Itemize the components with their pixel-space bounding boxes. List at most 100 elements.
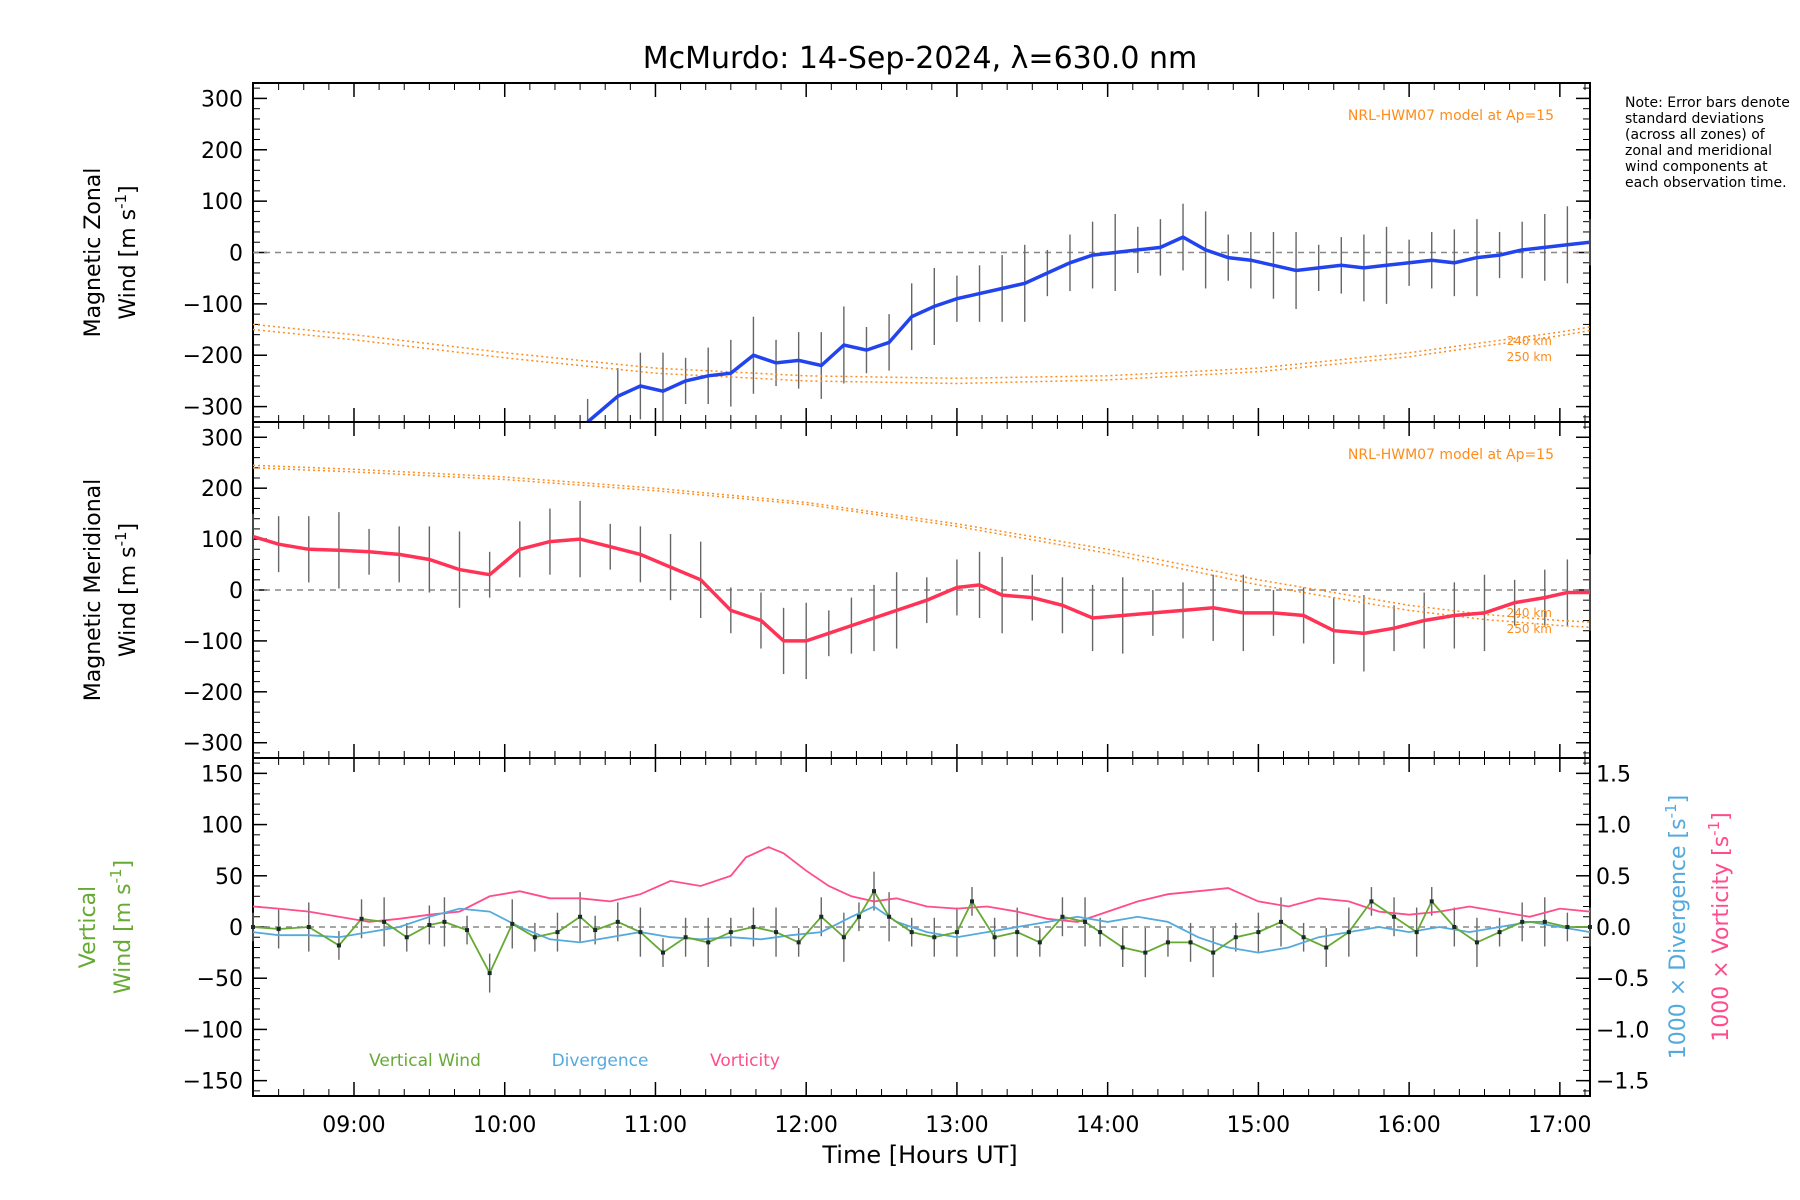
vertical-wind-point-19 [683, 935, 688, 940]
vertical-wind-point-34 [992, 935, 997, 940]
zonal-model-alt-1: 250 km [1507, 350, 1552, 364]
vertical-wind-point-26 [841, 935, 846, 940]
vertical-wind-point-9 [465, 928, 470, 933]
zonal-ytick-label-3: 0 [229, 242, 243, 267]
meridional-model-label: NRL-HWM07 model at Ap=15 [1348, 447, 1554, 463]
right-label-vorticity: 1000 × Vorticity [s-1] [1705, 812, 1734, 1041]
meridional-ytick-label-2: 100 [201, 528, 243, 553]
vertical-wind-point-44 [1211, 950, 1216, 955]
right-label-divergence: 1000 × Divergence [s-1] [1662, 795, 1691, 1059]
vertical-wind-point-37 [1060, 914, 1065, 919]
vertical-wind-point-48 [1301, 935, 1306, 940]
x-tick-label-7: 16:00 [1377, 1113, 1440, 1138]
vertical-wind-point-4 [359, 916, 364, 921]
vertical-wind-point-55 [1452, 925, 1457, 929]
vertical-wind-point-43 [1188, 940, 1193, 945]
vertical-wind-point-56 [1474, 940, 1479, 945]
vertical-wind-point-28 [872, 889, 877, 894]
vertical-wind-point-30 [909, 930, 914, 935]
zonal-model-label: NRL-HWM07 model at Ap=15 [1348, 108, 1554, 124]
x-axis-title: Time [Hours UT] [821, 1141, 1017, 1169]
vertical-wind-point-18 [660, 950, 665, 955]
right-ytick-label-4: −0.5 [1596, 967, 1649, 992]
vertical-wind-point-31 [932, 935, 937, 940]
vertical-ytick-label-1: 100 [201, 814, 243, 839]
vertical-wind-point-20 [706, 940, 711, 945]
vertical-wind-point-8 [442, 919, 447, 924]
zonal-ytick-label-0: 300 [201, 87, 243, 112]
x-tick-label-2: 11:00 [624, 1113, 687, 1138]
vertical-wind-point-40 [1120, 945, 1125, 950]
vertical-ytick-label-3: 0 [229, 916, 243, 941]
vertical-wind-point-54 [1429, 899, 1434, 904]
vertical-wind-point-15 [593, 928, 598, 933]
vertical-wind-point-51 [1369, 899, 1374, 904]
x-tick-label-4: 13:00 [925, 1113, 988, 1138]
vertical-wind-point-32 [954, 930, 959, 935]
vertical-wind-point-49 [1324, 945, 1329, 950]
vertical-wind-point-5 [382, 919, 387, 924]
chart-title: McMurdo: 14-Sep-2024, λ=630.0 nm [643, 41, 1197, 76]
vertical-wind-point-12 [532, 935, 537, 940]
x-tick-label-6: 15:00 [1227, 1113, 1290, 1138]
vertical-wind-point-2 [306, 925, 311, 929]
right-ytick-label-6: −1.5 [1596, 1070, 1649, 1095]
vertical-wind-point-22 [751, 925, 756, 929]
vertical-ytick-label-5: −100 [183, 1018, 243, 1043]
x-tick-label-1: 10:00 [473, 1113, 536, 1138]
vertical-wind-point-47 [1278, 919, 1283, 924]
vertical-wind-point-59 [1542, 919, 1547, 924]
vertical-wind-point-35 [1015, 930, 1020, 935]
zonal-ylabel-line1: Magnetic Zonal [81, 168, 106, 338]
meridional-ytick-label-6: −300 [183, 732, 243, 757]
vertical-wind-point-7 [427, 922, 432, 927]
vertical-wind-point-36 [1037, 940, 1042, 945]
x-tick-label-5: 14:00 [1076, 1113, 1139, 1138]
vertical-wind-point-60 [1565, 925, 1570, 929]
meridional-ytick-label-5: −200 [183, 681, 243, 706]
vertical-wind-point-58 [1520, 919, 1525, 924]
vertical-wind-point-46 [1256, 930, 1261, 935]
meridional-ytick-label-1: 200 [201, 477, 243, 502]
zonal-ytick-label-6: −300 [183, 396, 243, 421]
zonal-ytick-label-2: 100 [201, 190, 243, 215]
vertical-wind-point-33 [969, 899, 974, 904]
vertical-wind-point-6 [404, 935, 409, 940]
vertical-wind-point-10 [487, 971, 492, 976]
vertical-wind-point-24 [796, 940, 801, 945]
vertical-wind-point-13 [555, 930, 560, 935]
vertical-wind-point-39 [1098, 930, 1103, 935]
right-ytick-label-3: 0.0 [1596, 916, 1631, 941]
vertical-ylabel-line1: Vertical [76, 886, 101, 968]
vertical-wind-point-27 [856, 914, 861, 919]
vertical-wind-point-50 [1346, 930, 1351, 935]
zonal-ytick-label-5: −200 [183, 344, 243, 369]
x-tick-label-0: 09:00 [322, 1113, 385, 1138]
zonal-ytick-label-1: 200 [201, 139, 243, 164]
vertical-wind-point-41 [1143, 950, 1148, 955]
divergence-line [252, 905, 1591, 954]
meridional-model-alt-1: 250 km [1507, 622, 1552, 636]
meridional-model-240km [253, 464, 1590, 623]
vertical-wind-point-25 [819, 914, 824, 919]
vertical-wind-point-57 [1497, 930, 1502, 935]
vertical-wind-point-17 [638, 930, 643, 935]
meridional-ylabel-line2: Wind [m s-1] [112, 523, 141, 657]
vertical-wind-point-16 [615, 919, 620, 924]
zonal-ylabel-line2: Wind [m s-1] [112, 185, 141, 319]
zonal-ytick-label-4: −100 [183, 293, 243, 318]
zonal-zonal-wind-line [586, 235, 1590, 422]
right-ytick-label-1: 1.0 [1596, 814, 1631, 839]
legend-item-0: Vertical Wind [369, 1051, 481, 1071]
meridional-ytick-label-3: 0 [229, 579, 243, 604]
vertical-ytick-label-2: 50 [215, 865, 243, 890]
error-bar-note: Note: Error bars denote standard deviati… [1625, 95, 1790, 191]
right-ytick-label-5: −1.0 [1596, 1018, 1649, 1043]
meridional-model-alt-0: 240 km [1507, 606, 1552, 620]
vertical-ytick-label-0: 150 [201, 762, 243, 787]
vertical-wind-point-11 [510, 921, 515, 926]
vertical-wind-point-1 [276, 927, 281, 932]
right-ytick-label-2: 0.5 [1596, 865, 1631, 890]
